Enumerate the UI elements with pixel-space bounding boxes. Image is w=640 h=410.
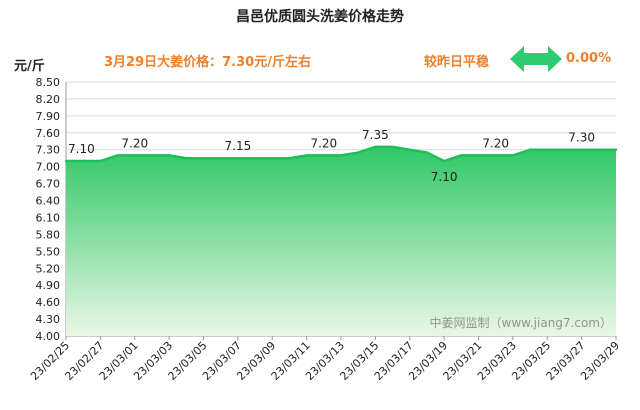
data-point <box>494 154 497 157</box>
data-point <box>150 154 154 157</box>
y-tick-label: 8.20 <box>36 93 61 106</box>
y-tick-label: 5.80 <box>36 228 61 241</box>
data-label: 7.20 <box>482 136 509 150</box>
y-tick-label: 6.40 <box>36 195 61 208</box>
data-point <box>133 154 136 157</box>
change-percent: 0.00% <box>566 51 612 66</box>
data-point <box>305 154 308 157</box>
data-point <box>167 154 171 157</box>
data-point <box>64 159 68 163</box>
y-tick-label: 7.30 <box>36 144 61 157</box>
y-tick-label: 7.60 <box>36 127 61 140</box>
data-point <box>322 154 326 157</box>
data-point <box>219 157 222 160</box>
data-point <box>563 148 566 151</box>
y-axis-unit: 元/斤 <box>14 59 45 74</box>
data-point <box>408 148 411 151</box>
data-point <box>528 148 532 151</box>
data-point <box>597 148 601 151</box>
y-tick-label: 4.30 <box>36 313 61 326</box>
y-tick-label: 4.90 <box>36 279 61 292</box>
data-point <box>477 154 480 157</box>
y-tick-label: 4.60 <box>36 296 61 309</box>
data-label: 7.20 <box>310 136 337 150</box>
y-tick-label: 7.00 <box>36 161 61 174</box>
y-tick-label: 7.90 <box>36 110 61 123</box>
data-point <box>288 157 291 160</box>
data-label: 7.20 <box>121 136 148 150</box>
data-point <box>614 148 618 151</box>
data-point <box>81 159 85 163</box>
price-area-fill <box>66 146 616 336</box>
y-tick-label: 6.10 <box>36 211 61 224</box>
current-price-text: 3月29日大姜价格：7.30元/斤左右 <box>104 55 311 70</box>
data-label: 7.30 <box>568 131 595 145</box>
y-tick-label: 4.00 <box>36 330 61 343</box>
compare-text: 较昨日平稳 <box>424 55 490 70</box>
data-label: 7.10 <box>431 170 458 184</box>
data-point <box>339 154 343 157</box>
data-point <box>116 154 119 157</box>
data-label: 7.10 <box>68 142 95 156</box>
data-point <box>374 145 377 149</box>
data-point <box>460 154 463 157</box>
data-point <box>425 151 429 154</box>
data-label: 7.35 <box>362 128 389 142</box>
data-point <box>580 148 583 151</box>
data-point <box>356 151 360 154</box>
data-label: 7.15 <box>225 139 252 153</box>
data-point <box>202 157 205 160</box>
data-point <box>271 157 274 160</box>
y-tick-label: 6.70 <box>36 178 61 191</box>
y-tick-label: 8.50 <box>36 76 61 89</box>
data-point <box>185 157 188 160</box>
watermark: 中姜网监制（www.jiang7.com） <box>430 315 612 330</box>
data-point <box>442 159 446 163</box>
data-point <box>236 157 240 160</box>
data-point <box>511 154 515 157</box>
data-point <box>391 145 394 149</box>
data-point <box>99 159 102 163</box>
double-arrow-icon <box>510 46 562 72</box>
y-tick-label: 5.20 <box>36 262 61 275</box>
chart-title: 昌邑优质圆头洗姜价格走势 <box>236 9 404 25</box>
y-tick-label: 5.50 <box>36 245 61 258</box>
data-point <box>546 148 549 151</box>
data-point <box>253 157 257 160</box>
